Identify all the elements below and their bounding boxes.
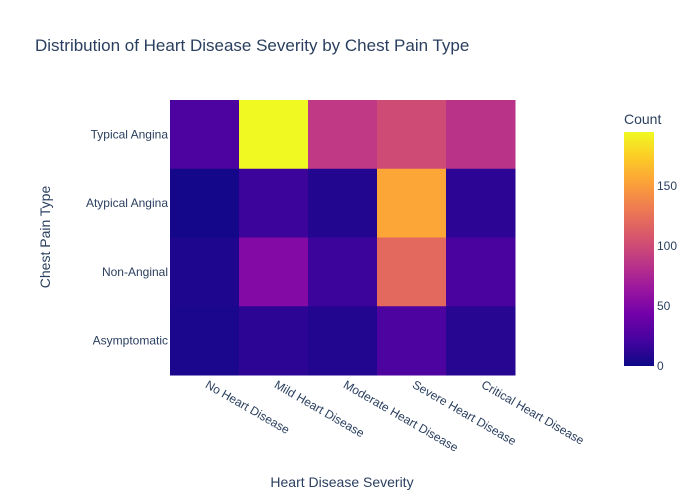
colorbar-ticks: 0 50 100 150 [657,179,677,373]
colorbar-tick-label: 0 [657,359,664,373]
colorbar-tick-label: 150 [657,179,677,193]
colorbar-tick-label: 50 [657,299,671,313]
x-axis-title: Heart Disease Severity [270,474,413,490]
colorbar-gradient [624,132,654,366]
heatmap-cell [170,306,240,376]
heatmap-cell [308,237,378,307]
heatmap-cell [170,237,240,307]
colorbar: Count 0 50 100 150 [624,111,677,373]
y-tick-label: Asymptomatic [93,334,168,348]
heatmap-cell [239,100,309,170]
heatmap-cell [446,306,516,376]
heatmap-cell [446,100,516,170]
heatmap-cell [170,168,240,238]
y-tick-label: Typical Angina [91,127,169,141]
y-tick-label: Non-Anginal [102,265,168,279]
heatmap-cell [377,306,447,376]
x-tick-label: Moderate Heart Disease [341,377,461,454]
heatmap-cell [446,168,516,238]
heatmap-cell [308,306,378,376]
heatmap-cell [170,100,240,170]
chart-title: Distribution of Heart Disease Severity b… [35,36,469,55]
heatmap-cell [239,237,309,307]
y-tick-label: Atypical Angina [86,196,168,210]
heatmap-cell [239,168,309,238]
heatmap-cell [308,168,378,238]
heatmap-cell [446,237,516,307]
heatmap-cell [377,237,447,307]
heatmap-cell [377,100,447,170]
y-axis-title: Chest Pain Type [37,186,53,289]
heatmap-cell [308,100,378,170]
heatmap-cells [170,100,516,376]
colorbar-tick-label: 100 [657,239,677,253]
colorbar-title: Count [624,111,661,127]
heatmap-cell [239,306,309,376]
heatmap-cell [377,168,447,238]
y-axis-ticks: Typical Angina Atypical Angina Non-Anginal… [86,127,168,347]
